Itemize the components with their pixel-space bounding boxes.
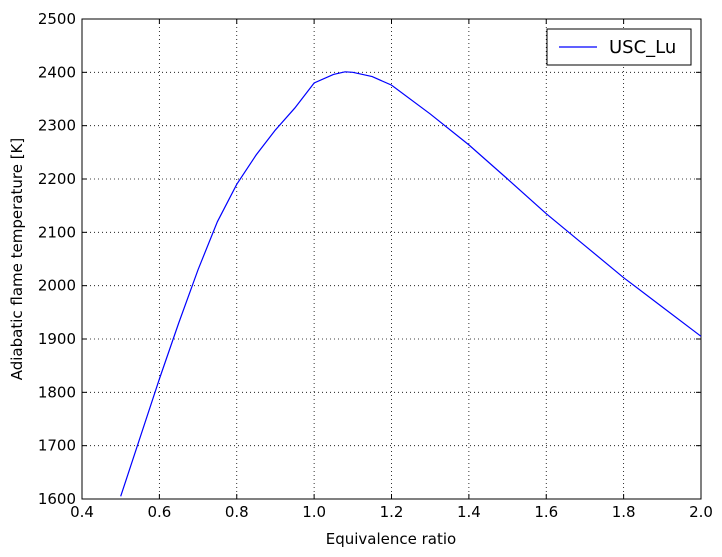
y-tick-label: 2500	[38, 10, 76, 28]
y-tick-label: 2100	[38, 223, 76, 241]
y-tick-label: 2000	[38, 277, 76, 295]
y-tick-label: 1900	[38, 330, 76, 348]
plot-frame	[81, 18, 702, 500]
y-tick-label: 1600	[38, 490, 76, 508]
series-line	[120, 71, 702, 497]
y-tick-label: 1800	[38, 383, 76, 401]
y-axis-label: Adiabatic flame temperature [K]	[8, 138, 26, 381]
x-tick-label: 1.0	[302, 503, 326, 521]
y-tick-label: 2400	[38, 63, 76, 81]
y-tick-label: 2200	[38, 170, 76, 188]
x-tick-label: 0.4	[70, 503, 94, 521]
legend-label: USC_Lu	[609, 37, 676, 58]
x-tick-label: 2.0	[689, 503, 713, 521]
x-tick-label: 1.4	[457, 503, 481, 521]
x-tick-label: 0.8	[225, 503, 249, 521]
x-tick-label: 1.2	[380, 503, 404, 521]
y-tick-label: 1700	[38, 437, 76, 455]
x-tick-label: 1.6	[534, 503, 558, 521]
x-tick-label: 1.8	[612, 503, 636, 521]
x-tick-label: 0.6	[147, 503, 171, 521]
y-tick-label: 2300	[38, 117, 76, 135]
x-axis-label: Equivalence ratio	[326, 530, 456, 548]
